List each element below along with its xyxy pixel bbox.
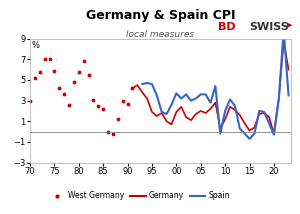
Title: Germany & Spain CPI: Germany & Spain CPI bbox=[86, 9, 235, 22]
Text: SWISS: SWISS bbox=[249, 22, 289, 32]
Legend: West Germany, Germany, Spain: West Germany, Germany, Spain bbox=[46, 188, 233, 204]
Text: %: % bbox=[32, 41, 40, 50]
Text: local measures: local measures bbox=[126, 30, 195, 39]
Text: BD: BD bbox=[218, 22, 236, 32]
Text: ▶: ▶ bbox=[287, 22, 292, 28]
